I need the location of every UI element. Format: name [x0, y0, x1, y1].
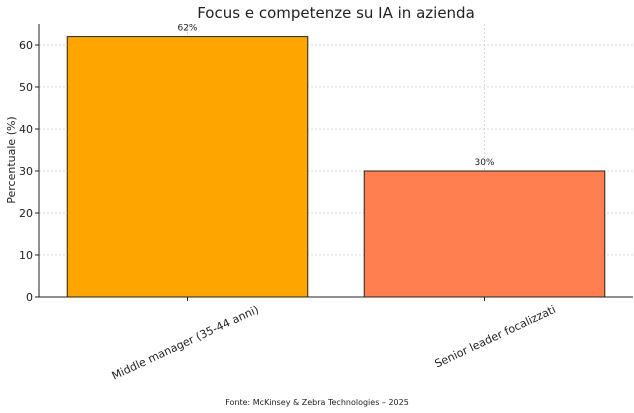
chart-title: Focus e competenze su IA in azienda — [197, 4, 475, 22]
y-tick-label: 0 — [26, 291, 33, 304]
x-tick-label: Senior leader focalizzati — [433, 303, 558, 371]
y-axis-label: Percentuale (%) — [5, 116, 18, 203]
bar — [66, 36, 309, 298]
axes — [38, 24, 633, 298]
bars: 62% 30% — [66, 24, 606, 298]
y-tick-label: 30 — [19, 165, 33, 178]
data-label: 62% — [177, 24, 197, 34]
y-tick-label: 60 — [19, 39, 33, 52]
bar — [363, 170, 606, 298]
y-ticks: 0 10 20 30 40 50 60 — [19, 39, 39, 304]
source-caption: Fonte: McKinsey & Zebra Technologies – 2… — [225, 398, 409, 407]
y-tick-label: 20 — [19, 207, 33, 220]
x-ticks: Middle manager (35-44 anni) Senior leader… — [110, 297, 558, 383]
y-tick-label: 50 — [19, 81, 33, 94]
y-tick-label: 10 — [19, 249, 33, 262]
x-tick-label: Middle manager (35-44 anni) — [110, 303, 261, 383]
data-label: 30% — [474, 158, 494, 168]
y-tick-label: 40 — [19, 123, 33, 136]
